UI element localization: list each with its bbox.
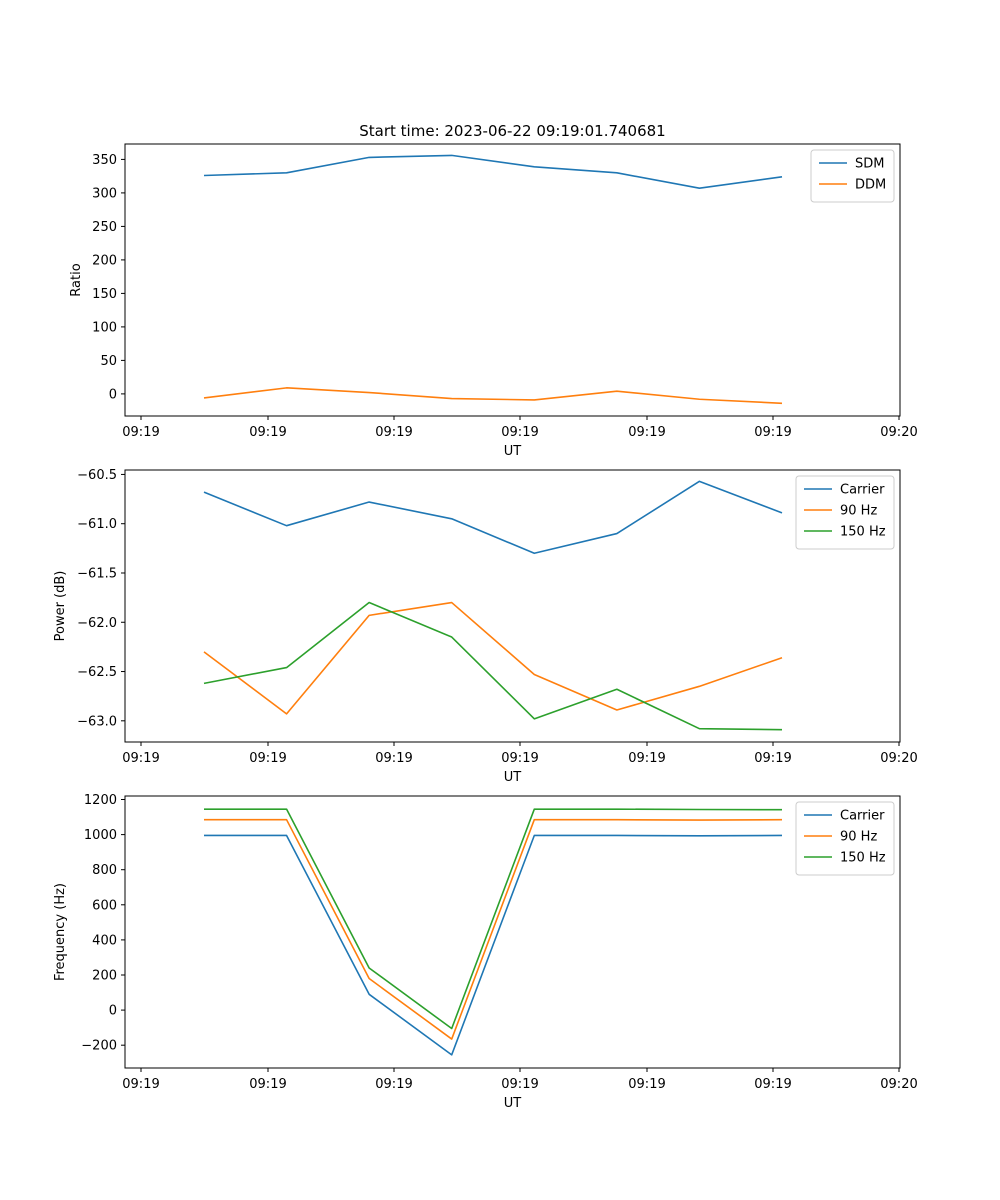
y-tick-label: −61.5 [77, 566, 117, 581]
x-tick-label: 09:19 [122, 1077, 159, 1092]
x-tick-label: 09:19 [249, 425, 286, 440]
x-tick-label: 09:19 [122, 425, 159, 440]
figure-title: Start time: 2023-06-22 09:19:01.740681 [359, 122, 665, 140]
y-tick-label: 350 [92, 153, 117, 168]
x-tick-label: 09:19 [501, 425, 538, 440]
x-tick-label: 09:19 [375, 751, 412, 766]
series-line-150-hz [203, 601, 783, 731]
y-tick-label: 400 [92, 933, 117, 948]
y-tick-label: 0 [109, 1004, 117, 1019]
x-tick-label: 09:19 [375, 1077, 412, 1092]
series-line-90-hz [204, 818, 783, 1040]
x-tick-label: 09:19 [501, 751, 538, 766]
x-tick-label: 09:19 [754, 425, 791, 440]
y-tick-label: 100 [92, 320, 117, 335]
legend: SDM DDM [810, 149, 895, 203]
subplot-3: −200 0 200 400 600 800 1000 1200 09:19 09:19 09:19… [53, 793, 918, 1111]
y-tick-label: 50 [100, 354, 117, 369]
series-line-90-hz [203, 601, 783, 715]
legend: Carrier 90 Hz 150 Hz [795, 801, 895, 876]
subplot-panels: 0 50 100 150 200 250 300 350 09:19 09:19 09:19 09:1… [53, 143, 918, 1111]
subplot-1: 0 50 100 150 200 250 300 350 09:19 09:19 09:19 09:1… [69, 143, 918, 459]
axes-frame [124, 795, 901, 1069]
x-tick-label: 09:19 [628, 425, 665, 440]
y-tick-label: 800 [92, 863, 117, 878]
legend-entry: 90 Hz [840, 830, 877, 845]
y-tick-label: −63.0 [77, 714, 117, 729]
axes-frame [124, 143, 901, 417]
x-axis-label: UT [504, 770, 522, 785]
y-axis-label: Ratio [69, 263, 84, 296]
series-line-carrier [204, 834, 783, 1056]
x-tick-label: 09:19 [249, 1077, 286, 1092]
subplot-2: −63.0 −62.5 −62.0 −61.5 −61.0 −60.5 09:19 09:19… [53, 468, 918, 785]
series-line-150-hz [204, 808, 783, 1030]
x-axis-label: UT [504, 444, 522, 459]
y-tick-label: 150 [92, 287, 117, 302]
x-tick-label: 09:20 [880, 1077, 917, 1092]
y-tick-label: −200 [81, 1039, 117, 1054]
x-tick-label: 09:19 [754, 1077, 791, 1092]
y-axis-label: Power (dB) [53, 571, 68, 642]
y-tick-label: −60.5 [77, 468, 117, 483]
y-axis-label: Frequency (Hz) [53, 883, 68, 981]
legend-entry: 150 Hz [840, 525, 886, 540]
y-tick-label: 1200 [84, 793, 117, 808]
x-tick-label: 09:19 [122, 751, 159, 766]
legend-entry: SDM [855, 157, 884, 172]
legend-entry: 90 Hz [840, 504, 877, 519]
x-tick-label: 09:19 [754, 751, 791, 766]
y-tick-label: 1000 [84, 828, 117, 843]
legend-entry: Carrier [840, 809, 885, 824]
series-line-sdm [203, 154, 783, 190]
legend-entry: DDM [855, 178, 886, 193]
y-tick-label: 200 [92, 253, 117, 268]
y-tick-label: 200 [92, 968, 117, 983]
x-tick-label: 09:19 [628, 1077, 665, 1092]
y-tick-label: 600 [92, 898, 117, 913]
y-tick-label: 0 [109, 387, 117, 402]
x-axis-label: UT [504, 1096, 522, 1111]
legend-entry: Carrier [840, 483, 885, 498]
legend: Carrier 90 Hz 150 Hz [795, 475, 895, 550]
y-tick-label: 250 [92, 220, 117, 235]
y-tick-label: 300 [92, 186, 117, 201]
axes-frame [124, 469, 901, 743]
y-tick-label: −62.5 [77, 665, 117, 680]
x-tick-label: 09:19 [375, 425, 412, 440]
x-tick-label: 09:19 [628, 751, 665, 766]
legend-entry: 150 Hz [840, 851, 886, 866]
x-tick-label: 09:20 [880, 425, 917, 440]
series-line-ddm [203, 387, 783, 405]
x-tick-label: 09:19 [501, 1077, 538, 1092]
x-tick-label: 09:20 [880, 751, 917, 766]
y-tick-label: −62.0 [77, 616, 117, 631]
series-line-carrier [203, 480, 783, 555]
x-tick-label: 09:19 [249, 751, 286, 766]
y-tick-label: −61.0 [77, 517, 117, 532]
